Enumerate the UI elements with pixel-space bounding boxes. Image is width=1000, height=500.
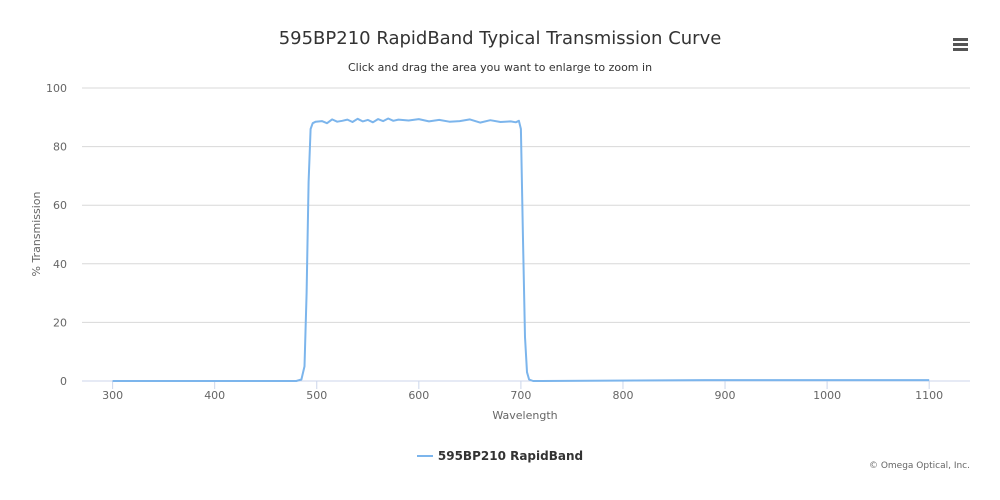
- y-tick-label: 100: [46, 82, 67, 95]
- credits-link[interactable]: © Omega Optical, Inc.: [868, 461, 970, 471]
- y-axis: 0 20 40 60 80 100: [46, 82, 67, 388]
- x-tick-label: 600: [408, 389, 429, 402]
- x-tick-label: 400: [204, 389, 225, 402]
- x-axis: 300 400 500 600 700 800 900 1000 1100: [82, 380, 970, 402]
- legend-label: 595BP210 RapidBand: [437, 449, 584, 463]
- x-axis-label: Wavelength: [492, 409, 557, 422]
- y-axis-label: % Transmission: [30, 191, 43, 276]
- chart-subtitle: Click and drag the area you want to enla…: [347, 61, 653, 74]
- series-group: [112, 117, 930, 382]
- x-tick-label: 700: [510, 389, 531, 402]
- series-line[interactable]: [112, 117, 930, 382]
- x-tick-label: 1100: [915, 389, 943, 402]
- chart-title: 595BP210 RapidBand Typical Transmission …: [278, 28, 722, 49]
- y-tick-label: 20: [53, 316, 67, 329]
- x-tick-label: 1000: [813, 389, 841, 402]
- x-tick-label: 900: [715, 389, 736, 402]
- gridlines: [82, 87, 970, 323]
- legend-item[interactable]: 595BP210 RapidBand: [416, 449, 584, 463]
- y-tick-label: 40: [53, 258, 67, 271]
- y-tick-label: 80: [53, 141, 67, 154]
- y-tick-label: 0: [60, 375, 67, 388]
- x-tick-label: 800: [612, 389, 633, 402]
- legend-swatch: [416, 455, 433, 457]
- y-tick-label: 60: [53, 199, 67, 212]
- hamburger-menu-icon[interactable]: [946, 32, 974, 56]
- x-tick-label: 500: [306, 389, 327, 402]
- legend: 595BP210 RapidBand: [0, 446, 1000, 463]
- x-tick-label: 300: [102, 389, 123, 402]
